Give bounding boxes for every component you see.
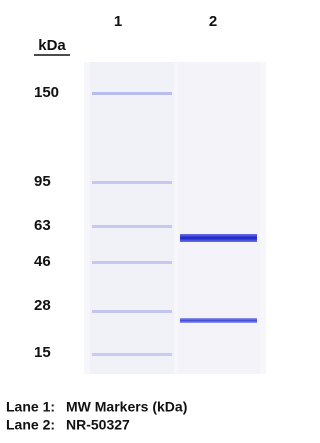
lane-label: 1 bbox=[114, 13, 122, 30]
marker-band bbox=[92, 261, 172, 264]
lane-1-track bbox=[90, 62, 174, 374]
legend-description: NR-50327 bbox=[66, 417, 130, 433]
marker-label: 150 bbox=[34, 84, 59, 101]
page: 1 2 kDa 150 95 63 46 28 15 Lane 1: MW Ma… bbox=[0, 0, 320, 443]
marker-label: 95 bbox=[34, 173, 51, 190]
marker-label: 15 bbox=[34, 344, 51, 361]
marker-band bbox=[92, 181, 172, 184]
unit-label: kDa bbox=[38, 37, 66, 54]
sample-band bbox=[180, 318, 257, 323]
lane-2-track bbox=[178, 62, 260, 374]
marker-label: 46 bbox=[34, 253, 51, 270]
marker-label: 63 bbox=[34, 217, 51, 234]
legend-lane: Lane 1: bbox=[6, 399, 55, 415]
sample-band bbox=[180, 234, 257, 242]
marker-label: 28 bbox=[34, 297, 51, 314]
marker-band bbox=[92, 225, 172, 228]
legend-description: MW Markers (kDa) bbox=[66, 399, 187, 415]
lane-label: 2 bbox=[209, 13, 217, 30]
marker-band bbox=[92, 92, 172, 95]
marker-band bbox=[92, 310, 172, 313]
gel-figure: 1 2 kDa 150 95 63 46 28 15 Lane 1: MW Ma… bbox=[0, 0, 281, 443]
marker-band bbox=[92, 353, 172, 356]
legend-lane: Lane 2: bbox=[6, 417, 55, 433]
